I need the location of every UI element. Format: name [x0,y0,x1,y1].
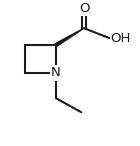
Text: O: O [79,2,89,15]
Polygon shape [55,28,84,46]
Text: N: N [51,66,61,80]
Text: OH: OH [111,32,131,45]
